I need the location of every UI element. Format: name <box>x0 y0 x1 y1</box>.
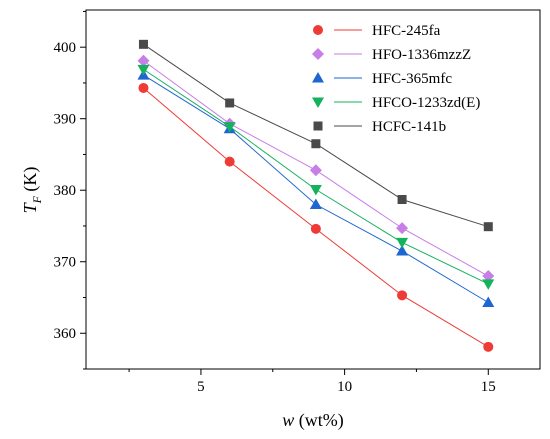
data-point <box>397 290 408 301</box>
series-5 <box>138 39 493 232</box>
legend-label: HFCO-1233zd(E) <box>372 95 480 111</box>
data-point <box>482 296 495 307</box>
legend-marker <box>312 72 324 83</box>
series-4 <box>137 64 495 290</box>
data-point <box>309 198 322 210</box>
legend-label: HFO-1336mzzZ <box>372 47 471 63</box>
data-point <box>224 156 235 167</box>
y-tick-label: 390 <box>54 112 77 128</box>
legend-label: HCFC-141b <box>372 119 446 135</box>
legend-marker <box>313 121 323 131</box>
data-point <box>309 185 322 196</box>
data-point <box>483 341 494 352</box>
series-3 <box>137 69 495 307</box>
data-point <box>397 195 407 205</box>
data-point <box>482 270 495 283</box>
legend-entry: HFO-1336mzzZ <box>312 47 471 63</box>
y-tick-label: 360 <box>54 326 77 342</box>
y-tick-label: 400 <box>54 40 77 56</box>
data-point <box>137 54 150 67</box>
x-tick-label: 5 <box>197 379 205 395</box>
legend-entry: HCFC-141b <box>313 119 446 135</box>
x-axis-label: w (wt%) <box>282 410 344 431</box>
y-tick-label: 370 <box>54 255 77 271</box>
y-axis-label: TF (K) <box>20 167 44 214</box>
legend-entry: HFC-365mfc <box>312 71 452 87</box>
axes: 5 10 15 360 370 380 390 400 <box>54 10 496 395</box>
x-tick-label: 10 <box>337 379 352 395</box>
y-tick-label: 380 <box>54 183 77 199</box>
legend-entry: HFC-245fa <box>313 23 441 39</box>
data-point <box>482 279 495 290</box>
data-point <box>396 245 409 256</box>
plot-frame <box>85 9 541 370</box>
legend-marker <box>312 97 324 108</box>
series-layer <box>137 39 495 352</box>
series-2 <box>137 54 495 283</box>
data-point <box>138 39 148 49</box>
data-point <box>223 122 236 133</box>
data-point <box>309 164 322 177</box>
data-point <box>483 222 493 232</box>
legend-label: HFC-245fa <box>372 23 441 39</box>
data-point <box>137 64 150 76</box>
x-tick-label: 15 <box>481 379 496 395</box>
legend-marker <box>312 48 324 60</box>
legend-marker <box>313 25 323 35</box>
data-point <box>396 237 409 249</box>
data-point <box>225 98 235 108</box>
data-point <box>311 139 321 149</box>
data-point <box>310 223 321 234</box>
legend-entry: HFCO-1233zd(E) <box>312 95 480 111</box>
data-point <box>138 82 149 93</box>
legend: HFC-245fa HFO-1336mzzZ HFC-365mfc HFCO-1233… <box>312 23 480 135</box>
legend-label: HFC-365mfc <box>372 71 452 87</box>
data-point <box>396 222 409 235</box>
series-1 <box>138 82 494 352</box>
